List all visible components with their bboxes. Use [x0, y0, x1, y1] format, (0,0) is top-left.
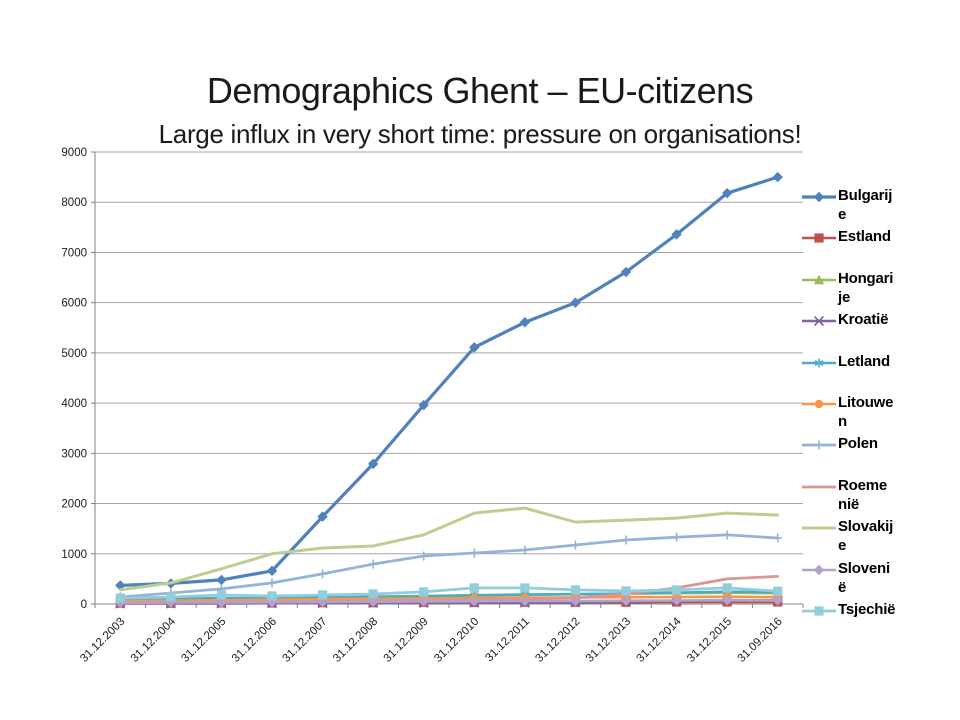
x-axis-label: 31.12.2014	[635, 615, 685, 665]
legend-item-Slovenië: Sloveni ë	[802, 559, 960, 600]
series-line-Slovenië	[115, 595, 783, 608]
legend-plus-icon	[802, 440, 836, 450]
x-axis-label: 31.12.2007	[281, 616, 330, 665]
legend-label: Polen	[838, 435, 878, 453]
legend-item-Bulgarije: Bulgarij e	[802, 186, 960, 227]
x-axis-label: 31.12.2003	[78, 616, 127, 665]
series-line-Tsjechië	[115, 583, 783, 603]
legend-item-Polen: Polen	[802, 434, 960, 475]
legend-label: Estland	[838, 228, 891, 246]
legend-item-Letland: Letland	[802, 352, 960, 393]
legend-label: Bulgarij e	[838, 187, 893, 223]
x-axis-label: 31.12.2012	[533, 616, 582, 665]
legend-label: Slovakij e	[838, 518, 894, 555]
x-axis-label: 31.12.2015	[685, 616, 734, 665]
y-axis-label: 6000	[61, 298, 87, 310]
legend-square-icon	[802, 606, 836, 616]
legend-item-Hongarije: Hongari je	[802, 269, 960, 310]
legend-square-icon	[802, 233, 836, 243]
legend-item-Litouwen: Litouwe n	[802, 393, 960, 434]
series-line-Polen	[115, 530, 783, 602]
x-axis-label: 31.12.2013	[584, 616, 633, 665]
y-axis-label: 3000	[61, 448, 87, 460]
y-axis-label: 7000	[61, 247, 87, 259]
legend-asterisk-icon	[802, 358, 836, 368]
x-axis-label: 31.12.2010	[432, 616, 481, 665]
slide-title: Demographics Ghent – EU-citizens	[206, 70, 754, 111]
x-axis-label: 31.12.2006	[230, 616, 279, 665]
y-axis-label: 4000	[61, 398, 87, 410]
legend-label: Roeme nië	[838, 476, 888, 513]
y-axis-label: 8000	[61, 197, 87, 209]
x-axis-label: 31.12.2008	[331, 616, 380, 665]
legend-item-Slovakije: Slovakij e	[802, 517, 960, 558]
y-axis-label: 2000	[61, 499, 87, 511]
legend-x-icon	[802, 316, 836, 327]
legend-item-Tsjechië: Tsjechië	[802, 600, 960, 641]
legend-label: Letland	[838, 352, 890, 370]
y-axis-label: 5000	[61, 348, 87, 360]
legend-circle-icon	[802, 399, 836, 409]
legend-line-swatch	[802, 485, 836, 489]
legend-diamond-icon	[802, 564, 836, 575]
y-axis-label: 9000	[61, 147, 87, 159]
slide-subtitle: Large influx in very short time: pressur…	[158, 119, 802, 149]
legend-item-Estland: Estland	[802, 227, 960, 268]
x-axis-label: 31.12.2005	[179, 616, 228, 665]
x-axis-label: 31.12.2011	[483, 616, 532, 665]
x-axis-label: 31.12.2004	[129, 615, 179, 665]
legend-diamond-icon	[802, 191, 836, 203]
legend-label: Sloveni ë	[838, 559, 890, 596]
legend-label: Tsjechië	[838, 600, 896, 618]
legend-triangle-icon	[802, 274, 836, 284]
series-line-Slovakije	[118, 506, 780, 592]
legend-label: Litouwe n	[838, 393, 894, 430]
legend-item-Kroatië: Kroatië	[802, 310, 960, 351]
series-line-Bulgarije	[115, 171, 783, 591]
x-axis-label: 31.12.2009	[382, 616, 431, 665]
chart-legend: Bulgarij e Estland Hongari je Kroatië Letlan…	[802, 186, 960, 641]
y-axis-label: 1000	[61, 549, 87, 561]
y-axis-label: 0	[81, 599, 87, 611]
legend-label: Kroatië	[838, 311, 889, 329]
legend-item-Roemenië: Roeme nië	[802, 476, 960, 517]
x-axis-label: 31.09.2016	[736, 616, 785, 665]
legend-line-swatch	[802, 526, 836, 530]
legend-label: Hongari je	[838, 269, 894, 306]
